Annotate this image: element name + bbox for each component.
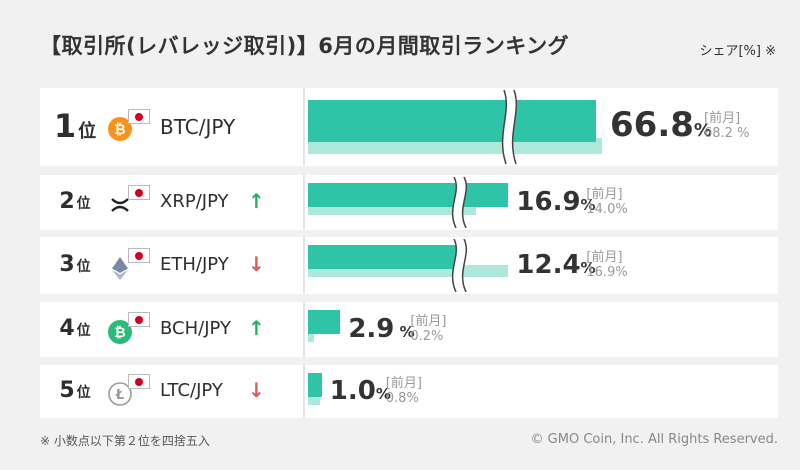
pair-label: BTC/JPY bbox=[160, 115, 236, 139]
axis-break-icon bbox=[448, 238, 474, 296]
bitcoin-icon: ₿ bbox=[108, 117, 132, 141]
value-number: 2.9 bbox=[348, 313, 395, 344]
trend-down-icon: ↓ bbox=[248, 251, 265, 276]
axis-break-icon bbox=[498, 89, 524, 168]
value-number: 16.9 bbox=[516, 186, 581, 217]
previous-month-label: [前月] 14.0% bbox=[586, 187, 627, 217]
previous-month-label: [前月] 0.2% bbox=[410, 314, 446, 344]
previous-month-label: [前月] 16.9% bbox=[586, 250, 627, 280]
japan-flag-icon bbox=[128, 184, 150, 200]
rank-suffix: 位 bbox=[76, 258, 91, 275]
row-label-cell: 4 位 ₿ BCH/JPY ↑ bbox=[40, 302, 305, 357]
value-percent: % bbox=[375, 384, 391, 403]
value-number: 12.4 bbox=[516, 249, 581, 280]
value-percent: % bbox=[580, 195, 596, 214]
ranking-row: 5 位 Ł LTC/JPY ↓ 1.0% [前月] 0.8% bbox=[40, 365, 778, 418]
value-label: 1.0% bbox=[330, 376, 391, 406]
previous-month-caption: [前月] bbox=[385, 375, 422, 391]
japan-flag-icon bbox=[128, 247, 150, 263]
ranking-row: 1 位 ₿ BTC/JPY 66.8% [前月] 68.2 % bbox=[40, 88, 778, 166]
current-month-bar bbox=[308, 100, 596, 142]
axis-break-icon bbox=[448, 176, 474, 232]
value-percent: % bbox=[394, 322, 415, 341]
litecoin-icon: Ł bbox=[108, 381, 132, 406]
rank-number: 5 bbox=[59, 377, 75, 403]
previous-month-caption: [前月] bbox=[586, 249, 623, 265]
previous-month-value: 14.0% bbox=[586, 201, 628, 217]
japan-flag-icon bbox=[128, 109, 150, 124]
rank-number: 3 bbox=[59, 251, 75, 277]
pair-label: LTC/JPY bbox=[160, 379, 223, 401]
trend-up-icon: ↑ bbox=[248, 315, 265, 340]
rank-suffix: 位 bbox=[76, 384, 91, 401]
row-label-cell: 5 位 Ł LTC/JPY ↓ bbox=[40, 365, 305, 418]
value-label: 66.8% bbox=[610, 105, 712, 145]
chart-title: 【取引所(レバレッジ取引)】6月の月間取引ランキング bbox=[40, 34, 570, 58]
previous-month-bar bbox=[308, 393, 320, 405]
current-month-bar bbox=[308, 245, 458, 269]
value-number: 1.0 bbox=[329, 375, 376, 406]
rank-suffix: 位 bbox=[78, 121, 97, 142]
rank-number: 4 bbox=[59, 315, 75, 341]
row-label-cell: 2 位 XRP/JPY ↑ bbox=[40, 175, 305, 230]
value-number: 66.8 bbox=[610, 105, 694, 145]
rank-suffix: 位 bbox=[76, 195, 91, 212]
current-month-bar bbox=[308, 373, 322, 397]
trend-up-icon: ↑ bbox=[248, 188, 265, 213]
pair-label: XRP/JPY bbox=[160, 190, 229, 212]
pair-label: BCH/JPY bbox=[160, 317, 231, 339]
previous-month-caption: [前月] bbox=[410, 313, 447, 329]
trend-down-icon: ↓ bbox=[248, 377, 265, 402]
value-percent: % bbox=[580, 258, 596, 277]
japan-flag-icon bbox=[128, 373, 150, 389]
ranking-row: 2 位 XRP/JPY ↑ 16.9% [前月] 14.0% bbox=[40, 175, 778, 230]
svg-text:₿: ₿ bbox=[114, 325, 125, 341]
row-label-cell: 1 位 ₿ BTC/JPY bbox=[40, 88, 305, 166]
svg-text:₿: ₿ bbox=[114, 122, 125, 138]
ethereum-icon bbox=[108, 256, 132, 280]
previous-month-value: 68.2 % bbox=[704, 126, 750, 141]
pair-label: ETH/JPY bbox=[160, 253, 229, 275]
previous-month-caption: [前月] bbox=[704, 111, 741, 126]
rank-number: 1 bbox=[53, 107, 77, 145]
previous-month-label: [前月] 0.8% bbox=[386, 376, 422, 406]
previous-month-caption: [前月] bbox=[586, 186, 623, 202]
rank-number: 2 bbox=[59, 188, 75, 214]
ranking-row: 3 位 ETH/JPY ↓ 12.4% [前月] 16.9% bbox=[40, 237, 778, 294]
previous-month-label: [前月] 68.2 % bbox=[704, 111, 749, 141]
current-month-bar bbox=[308, 310, 341, 334]
value-label: 12.4% bbox=[516, 250, 595, 280]
previous-month-bar bbox=[308, 138, 602, 154]
japan-flag-icon bbox=[128, 311, 150, 327]
value-label: 16.9% bbox=[516, 187, 595, 217]
bitcoin-cash-icon: ₿ bbox=[108, 319, 132, 344]
current-month-bar bbox=[308, 183, 509, 207]
value-label: 2.9 % bbox=[348, 314, 414, 344]
copyright: © GMO Coin, Inc. All Rights Reserved. bbox=[530, 432, 778, 447]
svg-text:Ł: Ł bbox=[115, 388, 124, 403]
value-percent: % bbox=[693, 120, 712, 141]
ripple-icon bbox=[108, 193, 132, 217]
rank-suffix: 位 bbox=[76, 322, 91, 339]
previous-month-value: 0.2% bbox=[410, 328, 444, 344]
previous-month-value: 16.9% bbox=[586, 264, 628, 280]
ranking-row: 4 位 ₿ BCH/JPY ↑ 2.9 % [前月] 0.2% bbox=[40, 302, 778, 357]
footnote: ※ 小数点以下第２位を四捨五入 bbox=[40, 434, 210, 448]
unit-label: シェア[%] ※ bbox=[699, 44, 776, 59]
previous-month-value: 0.8% bbox=[385, 390, 419, 406]
previous-month-bar bbox=[308, 330, 314, 342]
row-label-cell: 3 位 ETH/JPY ↓ bbox=[40, 237, 305, 294]
